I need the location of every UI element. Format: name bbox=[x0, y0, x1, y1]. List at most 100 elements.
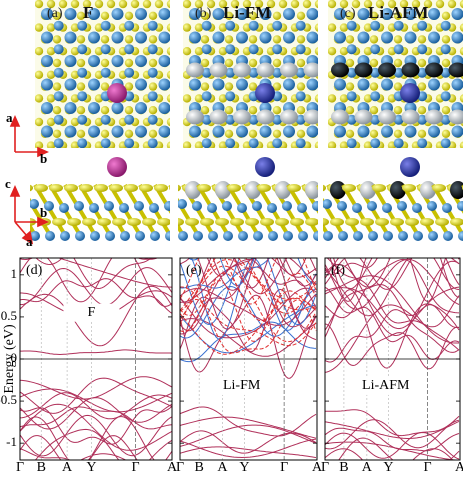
atom-mo bbox=[319, 162, 329, 172]
top-view bbox=[35, 0, 181, 172]
atom-mo bbox=[213, 32, 225, 44]
atom-s bbox=[273, 12, 281, 20]
atom-mo bbox=[272, 44, 282, 54]
atom-s bbox=[315, 94, 323, 102]
atom-s bbox=[167, 94, 175, 102]
atom-mo bbox=[319, 68, 329, 78]
side-view bbox=[152, 157, 383, 241]
atom-s bbox=[297, 130, 305, 138]
atom-mo bbox=[237, 203, 247, 213]
k-label: Y bbox=[383, 460, 393, 475]
k-label: Γ bbox=[131, 460, 139, 475]
atom-s bbox=[143, 0, 151, 8]
atom-s bbox=[405, 218, 419, 226]
atom-s bbox=[167, 23, 175, 31]
atom-mo bbox=[428, 231, 438, 241]
atom-s bbox=[321, 106, 329, 114]
atom-s bbox=[420, 218, 434, 226]
axis-letter: a bbox=[6, 110, 13, 125]
atom-mo bbox=[337, 201, 347, 211]
atom-mo bbox=[319, 91, 329, 101]
spin-density bbox=[331, 110, 349, 125]
axis-letter: c bbox=[5, 176, 11, 191]
atom-s bbox=[442, 106, 450, 114]
atom-s bbox=[273, 106, 281, 114]
atom-mo bbox=[148, 91, 158, 101]
atom-mo bbox=[307, 126, 319, 138]
atom-mo bbox=[164, 201, 174, 211]
atom-mo bbox=[413, 231, 423, 241]
atom-mo bbox=[207, 203, 217, 213]
atom-s bbox=[125, 12, 133, 20]
atom-s bbox=[35, 47, 43, 55]
atom-mo bbox=[77, 44, 87, 54]
atom-s bbox=[390, 218, 404, 226]
atom-mo bbox=[236, 79, 248, 91]
atom-mo bbox=[89, 203, 99, 213]
atom-s bbox=[53, 130, 61, 138]
atom-mo bbox=[135, 8, 147, 20]
atom-s bbox=[394, 130, 402, 138]
atom-mo bbox=[77, 68, 87, 78]
atom-mo bbox=[223, 231, 233, 241]
atom-s bbox=[394, 106, 402, 114]
atom-mo bbox=[165, 231, 175, 241]
atom-mo bbox=[124, 21, 134, 31]
atom-mo bbox=[202, 138, 212, 148]
atom-s bbox=[149, 106, 157, 114]
atom-s bbox=[249, 106, 257, 114]
atom-s bbox=[249, 35, 257, 43]
atom-mo bbox=[352, 203, 362, 213]
k-label: Y bbox=[86, 460, 96, 475]
atom-mo bbox=[148, 138, 158, 148]
spin-density bbox=[304, 63, 322, 78]
atom-mo bbox=[124, 68, 134, 78]
atom-mo bbox=[88, 126, 100, 138]
atom-mo bbox=[296, 44, 306, 54]
band bbox=[20, 350, 172, 355]
atom-s bbox=[394, 59, 402, 67]
adatom bbox=[400, 83, 420, 103]
atom-s bbox=[303, 0, 311, 8]
atom-mo bbox=[236, 126, 248, 138]
atom-mo bbox=[178, 231, 188, 241]
atom-s bbox=[167, 0, 175, 8]
atom-s bbox=[346, 82, 354, 90]
atom-mo bbox=[90, 231, 100, 241]
axis-letter: b bbox=[40, 205, 47, 220]
atom-mo bbox=[213, 149, 225, 161]
atom-mo bbox=[353, 231, 363, 241]
atom-s bbox=[94, 184, 108, 192]
atom-s bbox=[297, 35, 305, 43]
atom-mo bbox=[398, 231, 408, 241]
atom-mo bbox=[319, 44, 329, 54]
atom-mo bbox=[77, 91, 87, 101]
atom-s bbox=[315, 141, 323, 149]
atom-mo bbox=[334, 126, 346, 138]
atom-mo bbox=[405, 32, 417, 44]
atom-mo bbox=[238, 231, 248, 241]
atom-s bbox=[125, 106, 133, 114]
y-tick-label: 0 bbox=[11, 350, 18, 365]
atom-s bbox=[77, 35, 85, 43]
atom-mo bbox=[260, 126, 272, 138]
atom-mo bbox=[272, 138, 282, 148]
band bbox=[325, 420, 459, 449]
plot-name: F bbox=[88, 305, 96, 320]
atom-s bbox=[330, 218, 344, 226]
atom-mo bbox=[412, 203, 422, 213]
atom-mo bbox=[29, 199, 39, 209]
atom-mo bbox=[282, 201, 292, 211]
atom-s bbox=[321, 12, 329, 20]
atom-s bbox=[418, 106, 426, 114]
atom-mo bbox=[213, 79, 225, 91]
atom-mo bbox=[112, 126, 124, 138]
atom-s bbox=[297, 82, 305, 90]
atom-mo bbox=[283, 231, 293, 241]
atom-mo bbox=[307, 8, 319, 20]
atom-mo bbox=[101, 68, 111, 78]
atom-mo bbox=[441, 44, 451, 54]
atom-s bbox=[35, 94, 43, 102]
atom-mo bbox=[347, 91, 357, 101]
atom-s bbox=[375, 218, 389, 226]
